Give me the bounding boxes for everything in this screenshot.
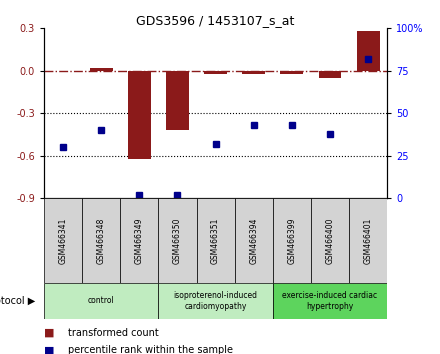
Bar [120, 198, 158, 283]
Title: GDS3596 / 1453107_s_at: GDS3596 / 1453107_s_at [136, 14, 295, 27]
Text: GSM466348: GSM466348 [97, 217, 106, 264]
Text: GSM466394: GSM466394 [249, 217, 258, 264]
Bar [44, 198, 82, 283]
Bar [204, 71, 227, 74]
Bar [128, 71, 151, 159]
Bar [235, 198, 273, 283]
Text: GSM466399: GSM466399 [287, 217, 297, 264]
Bar [158, 198, 197, 283]
Text: ■: ■ [44, 328, 55, 338]
Bar [166, 71, 189, 130]
Text: GSM466400: GSM466400 [326, 217, 334, 264]
Bar [273, 283, 387, 319]
Bar [82, 198, 120, 283]
Text: control: control [88, 296, 114, 306]
Bar [349, 198, 387, 283]
Bar [197, 198, 235, 283]
Text: GSM466341: GSM466341 [59, 217, 68, 264]
Bar [280, 71, 303, 74]
Text: transformed count: transformed count [68, 328, 159, 338]
Bar [319, 71, 341, 78]
Text: protocol ▶: protocol ▶ [0, 296, 35, 306]
Bar [242, 71, 265, 74]
Bar [357, 31, 380, 71]
Text: GSM466351: GSM466351 [211, 217, 220, 264]
Text: GSM466350: GSM466350 [173, 217, 182, 264]
Text: percentile rank within the sample: percentile rank within the sample [68, 346, 233, 354]
Text: ■: ■ [44, 346, 55, 354]
Text: isoproterenol-induced
cardiomyopathy: isoproterenol-induced cardiomyopathy [174, 291, 257, 310]
Text: GSM466349: GSM466349 [135, 217, 144, 264]
Bar [90, 68, 113, 71]
Bar [273, 198, 311, 283]
Bar [44, 283, 158, 319]
Text: exercise-induced cardiac
hypertrophy: exercise-induced cardiac hypertrophy [282, 291, 378, 310]
Bar [311, 198, 349, 283]
Text: GSM466401: GSM466401 [363, 217, 373, 264]
Bar [158, 283, 273, 319]
